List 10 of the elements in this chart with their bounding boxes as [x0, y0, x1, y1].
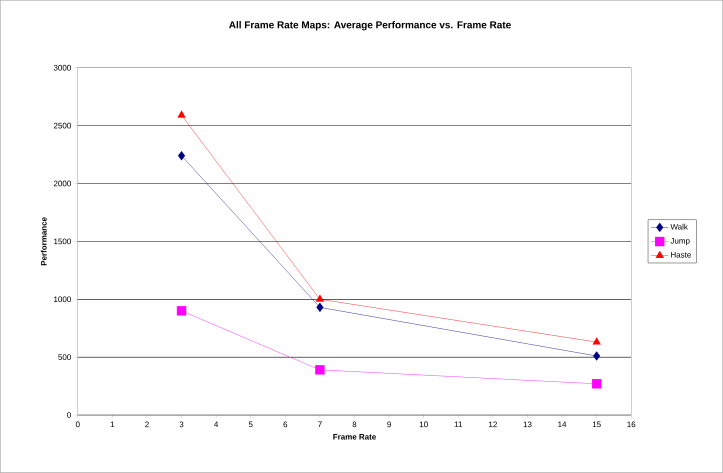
- point: [315, 365, 325, 375]
- point: [176, 306, 186, 316]
- point: [316, 294, 324, 302]
- point: [592, 338, 601, 345]
- point: [593, 351, 600, 361]
- point: [592, 379, 602, 389]
- chart-title: All Frame Rate Maps: Average Performance vs. Frame Rate: [229, 21, 511, 30]
- point: [177, 110, 186, 118]
- point: [316, 302, 324, 312]
- point: [178, 151, 186, 161]
